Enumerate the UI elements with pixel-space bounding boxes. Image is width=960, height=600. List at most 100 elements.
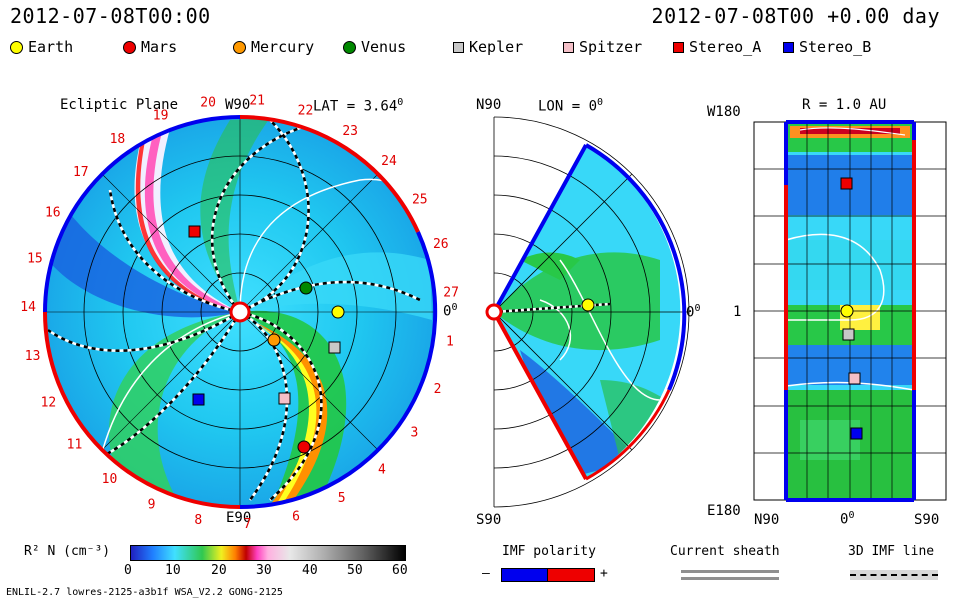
carrington-label: 24 [381, 154, 397, 169]
radial-top-left-label: W180 [707, 104, 741, 120]
mercury-marker-icon [233, 40, 246, 54]
colorbar-tick-10: 10 [165, 563, 181, 578]
colorbar-tick-30: 30 [256, 563, 272, 578]
meridional-right-label: 00 [686, 303, 701, 321]
carrington-label: 25 [412, 193, 428, 208]
ecliptic-bottom-label: E90 [226, 510, 252, 526]
radial-axis-s90: S90 [914, 512, 940, 528]
carrington-label: 13 [25, 349, 41, 364]
carrington-label: 10 [102, 472, 118, 487]
imf-plus: + [600, 566, 608, 581]
kepler-icon [328, 341, 341, 354]
sun-icon [229, 301, 251, 323]
carrington-label: 11 [67, 438, 83, 453]
colorbar [130, 545, 406, 561]
kepler-marker-icon [453, 41, 464, 53]
legend-stereo-b: Stereo_B [783, 38, 871, 56]
earth-icon [840, 304, 854, 318]
carrington-label: 20 [200, 95, 216, 110]
imf-polarity-title: IMF polarity [502, 544, 596, 559]
meridional-lon-label: LON = 00 [538, 97, 604, 115]
carrington-label: 18 [110, 132, 126, 147]
spitzer-marker-icon [563, 41, 574, 53]
legend-earth: Earth [10, 38, 73, 56]
current-sheath-line-2 [681, 577, 779, 580]
mars-icon [297, 440, 311, 454]
meridional-bottom-label: S90 [476, 512, 502, 528]
current-sheath-title: Current sheath [670, 544, 780, 559]
carrington-label: 15 [27, 251, 43, 266]
imf-minus: – [482, 566, 490, 581]
carrington-label: 5 [338, 491, 346, 506]
colorbar-tick-50: 50 [347, 563, 363, 578]
stereo-b-icon [192, 393, 205, 406]
kepler-icon [842, 328, 855, 341]
carrington-label: 16 [45, 206, 61, 221]
legend-mercury: Mercury [233, 38, 314, 56]
ecliptic-lat-label: LAT = 3.640 [313, 97, 404, 115]
legend-venus: Venus [343, 38, 406, 56]
spitzer-icon [278, 392, 291, 405]
radial-r-label: R = 1.0 AU [802, 97, 887, 113]
colorbar-tick-20: 20 [211, 563, 227, 578]
radial-axis-0: 00 [840, 510, 855, 528]
header-time-right: 2012-07-08T00 +0.00 day [651, 4, 940, 28]
legend-kepler: Kepler [453, 38, 523, 56]
mars-marker-icon [123, 40, 136, 54]
venus-marker-icon [343, 40, 356, 54]
carrington-label: 8 [194, 513, 202, 528]
imf-negative-swatch [501, 568, 549, 582]
colorbar-tick-40: 40 [302, 563, 318, 578]
colorbar-label: R² N (cm⁻³) [24, 544, 111, 559]
stereo-a-icon [840, 177, 853, 190]
carrington-label: 1 [446, 335, 454, 350]
earth-marker-icon [10, 40, 23, 54]
earth-icon [331, 305, 345, 319]
ecliptic-title: Ecliptic Plane [60, 97, 179, 113]
radial-axis-n90: N90 [754, 512, 780, 528]
meridional-top-label: N90 [476, 97, 502, 113]
sun-icon [485, 303, 503, 321]
radial-mid-left-label: 1 [733, 304, 742, 320]
stereo-b-marker-icon [783, 41, 794, 53]
radial-bottom-left-label: E180 [707, 503, 741, 519]
carrington-label: 26 [433, 237, 449, 252]
imf3d-dash [850, 574, 938, 576]
carrington-label: 22 [298, 103, 314, 118]
colorbar-tick-0: 0 [124, 563, 132, 578]
carrington-label: 12 [41, 396, 57, 411]
earth-icon [581, 298, 595, 312]
imf3d-title: 3D IMF line [848, 544, 935, 559]
carrington-label: 4 [378, 463, 386, 478]
mercury-icon [267, 333, 281, 347]
current-sheath-line-1 [681, 570, 779, 573]
carrington-label: 14 [20, 300, 36, 315]
carrington-label: 17 [73, 165, 89, 180]
spitzer-icon [848, 372, 861, 385]
model-footer: ENLIL-2.7 lowres-2125-a3b1f WSA_V2.2 GON… [6, 587, 283, 598]
colorbar-tick-60: 60 [392, 563, 408, 578]
carrington-label: 27 [443, 285, 459, 300]
carrington-label: 6 [292, 510, 300, 525]
header-time-left: 2012-07-08T00:00 [10, 4, 211, 28]
legend-spitzer: Spitzer [563, 38, 642, 56]
stereo-b-icon [850, 427, 863, 440]
carrington-label: 2 [434, 382, 442, 397]
carrington-label: 7 [243, 517, 251, 532]
carrington-label: 21 [249, 94, 265, 109]
legend-mars: Mars [123, 38, 177, 56]
imf-positive-swatch [547, 568, 595, 582]
carrington-label: 19 [153, 108, 169, 123]
carrington-label: 23 [342, 124, 358, 139]
stereo-a-marker-icon [673, 41, 684, 53]
ecliptic-right-label: 00 [443, 302, 458, 320]
legend-stereo-a: Stereo_A [673, 38, 761, 56]
ecliptic-top-label: W90 [225, 97, 251, 113]
stereo-a-icon [188, 225, 201, 238]
carrington-label: 3 [410, 426, 418, 441]
venus-icon [299, 281, 313, 295]
carrington-label: 9 [148, 498, 156, 513]
